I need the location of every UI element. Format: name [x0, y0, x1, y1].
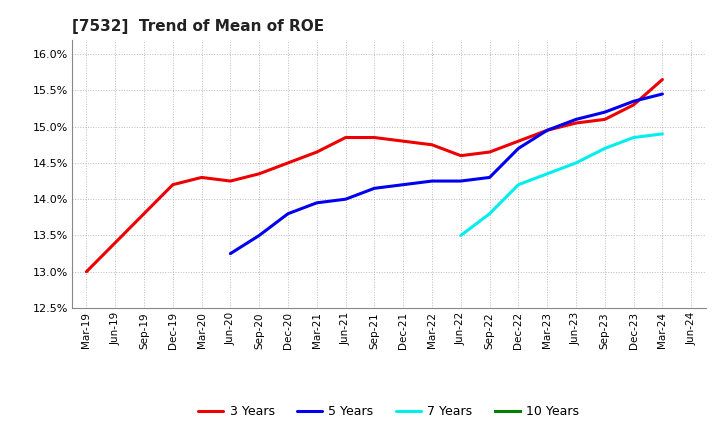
5 Years — [399, 182, 408, 187]
5 Years — [428, 178, 436, 183]
3 Years — [572, 121, 580, 126]
Line: 3 Years: 3 Years — [86, 80, 662, 272]
3 Years — [312, 150, 321, 155]
5 Years — [543, 128, 552, 133]
3 Years — [168, 182, 177, 187]
Line: 7 Years: 7 Years — [461, 134, 662, 235]
3 Years — [543, 128, 552, 133]
5 Years — [456, 178, 465, 183]
7 Years — [658, 131, 667, 136]
7 Years — [572, 160, 580, 165]
5 Years — [255, 233, 264, 238]
3 Years — [485, 150, 494, 155]
3 Years — [428, 142, 436, 147]
3 Years — [600, 117, 609, 122]
3 Years — [226, 178, 235, 183]
5 Years — [629, 99, 638, 104]
3 Years — [514, 139, 523, 144]
3 Years — [341, 135, 350, 140]
7 Years — [543, 171, 552, 176]
5 Years — [658, 92, 667, 97]
3 Years — [197, 175, 206, 180]
3 Years — [456, 153, 465, 158]
5 Years — [370, 186, 379, 191]
3 Years — [370, 135, 379, 140]
5 Years — [485, 175, 494, 180]
3 Years — [255, 171, 264, 176]
5 Years — [600, 110, 609, 115]
5 Years — [312, 200, 321, 205]
5 Years — [284, 211, 292, 216]
7 Years — [485, 211, 494, 216]
Text: [7532]  Trend of Mean of ROE: [7532] Trend of Mean of ROE — [72, 19, 324, 34]
7 Years — [514, 182, 523, 187]
3 Years — [140, 211, 148, 216]
5 Years — [572, 117, 580, 122]
5 Years — [514, 146, 523, 151]
3 Years — [111, 240, 120, 246]
3 Years — [284, 160, 292, 165]
3 Years — [399, 139, 408, 144]
Legend: 3 Years, 5 Years, 7 Years, 10 Years: 3 Years, 5 Years, 7 Years, 10 Years — [194, 400, 584, 423]
3 Years — [629, 102, 638, 107]
3 Years — [82, 269, 91, 275]
3 Years — [658, 77, 667, 82]
5 Years — [226, 251, 235, 256]
5 Years — [341, 197, 350, 202]
7 Years — [629, 135, 638, 140]
7 Years — [600, 146, 609, 151]
Line: 5 Years: 5 Years — [230, 94, 662, 253]
7 Years — [456, 233, 465, 238]
